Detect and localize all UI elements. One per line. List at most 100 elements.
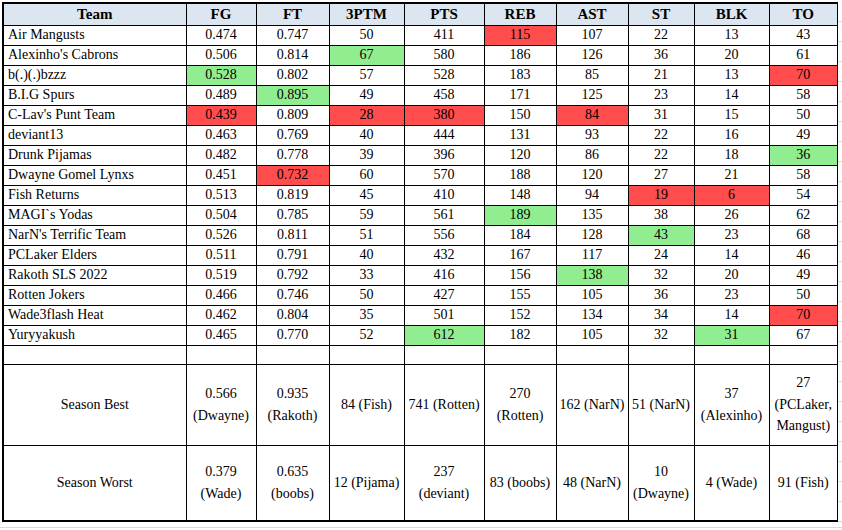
stat-cell[interactable]: 62 (769, 205, 838, 225)
stat-cell[interactable]: 134 (556, 305, 628, 325)
stat-cell[interactable]: 0.462 (186, 305, 256, 325)
team-name-cell[interactable]: Air Mangusts (3, 25, 186, 45)
stat-cell[interactable]: 570 (404, 165, 484, 185)
stat-cell[interactable]: 38 (628, 205, 694, 225)
empty-cell[interactable] (694, 345, 769, 364)
stat-cell[interactable]: 13 (694, 65, 769, 85)
stat-cell[interactable]: 50 (329, 285, 404, 305)
stat-cell[interactable]: 150 (484, 105, 556, 125)
stat-cell[interactable]: 58 (769, 165, 838, 185)
stat-cell[interactable]: 22 (628, 145, 694, 165)
summary-stat-cell[interactable]: 37 (Alexinho) (694, 364, 769, 445)
stat-cell[interactable]: 0.513 (186, 185, 256, 205)
stat-cell[interactable]: 46 (769, 245, 838, 265)
stat-cell[interactable]: 186 (484, 45, 556, 65)
stat-cell[interactable]: 135 (556, 205, 628, 225)
stat-cell-highlight-red[interactable]: 0.732 (256, 165, 329, 185)
stat-cell[interactable]: 0.770 (256, 325, 329, 345)
stat-cell[interactable]: 501 (404, 305, 484, 325)
stat-cell[interactable]: 117 (556, 245, 628, 265)
empty-cell[interactable] (404, 345, 484, 364)
stat-cell[interactable]: 458 (404, 85, 484, 105)
stat-cell[interactable]: 35 (329, 305, 404, 325)
stat-cell[interactable]: 23 (694, 225, 769, 245)
stat-cell[interactable]: 171 (484, 85, 556, 105)
summary-stat-cell[interactable]: 0.935 (Rakoth) (256, 364, 329, 445)
team-name-cell[interactable]: Drunk Pijamas (3, 145, 186, 165)
summary-stat-cell[interactable]: 84 (Fish) (329, 364, 404, 445)
stat-cell[interactable]: 61 (769, 45, 838, 65)
stat-cell[interactable]: 50 (769, 105, 838, 125)
stat-cell[interactable]: 50 (329, 25, 404, 45)
stat-cell[interactable]: 155 (484, 285, 556, 305)
column-header-to[interactable]: TO (769, 3, 838, 25)
stat-cell-highlight-red[interactable]: 380 (404, 105, 484, 125)
summary-label-cell[interactable]: Season Best (3, 364, 186, 445)
stat-cell[interactable]: 54 (769, 185, 838, 205)
column-header-pts[interactable]: PTS (404, 3, 484, 25)
summary-stat-cell[interactable]: 270 (Rotten) (484, 364, 556, 445)
stat-cell[interactable]: 528 (404, 65, 484, 85)
stat-cell[interactable]: 93 (556, 125, 628, 145)
stat-cell[interactable]: 410 (404, 185, 484, 205)
stat-cell-highlight-green[interactable]: 0.528 (186, 65, 256, 85)
stat-cell[interactable]: 40 (329, 245, 404, 265)
stat-cell[interactable]: 125 (556, 85, 628, 105)
stat-cell[interactable]: 36 (628, 45, 694, 65)
stat-cell-highlight-green[interactable]: 31 (694, 325, 769, 345)
stat-cell[interactable]: 0.792 (256, 265, 329, 285)
stat-cell-highlight-red[interactable]: 70 (769, 65, 838, 85)
empty-cell[interactable] (484, 345, 556, 364)
stat-cell[interactable]: 128 (556, 225, 628, 245)
team-name-cell[interactable]: Alexinho's Cabrons (3, 45, 186, 65)
summary-stat-cell[interactable]: 162 (NarN) (556, 364, 628, 445)
stat-cell[interactable]: 57 (329, 65, 404, 85)
stat-cell[interactable]: 49 (769, 125, 838, 145)
summary-label-cell[interactable]: Season Worst (3, 445, 186, 521)
stat-cell[interactable]: 0.519 (186, 265, 256, 285)
stat-cell[interactable]: 31 (628, 105, 694, 125)
team-name-cell[interactable]: C-Lav's Punt Team (3, 105, 186, 125)
stat-cell[interactable]: 33 (329, 265, 404, 285)
stat-cell[interactable]: 427 (404, 285, 484, 305)
stat-cell[interactable]: 22 (628, 25, 694, 45)
stat-cell[interactable]: 14 (694, 245, 769, 265)
stat-cell[interactable]: 0.511 (186, 245, 256, 265)
stat-cell[interactable]: 20 (694, 265, 769, 285)
stat-cell[interactable]: 18 (694, 145, 769, 165)
stat-cell[interactable]: 152 (484, 305, 556, 325)
stat-cell[interactable]: 0.526 (186, 225, 256, 245)
stat-cell[interactable]: 182 (484, 325, 556, 345)
summary-stat-cell[interactable]: 51 (NarN) (628, 364, 694, 445)
stat-cell[interactable]: 58 (769, 85, 838, 105)
stat-cell-highlight-green[interactable]: 612 (404, 325, 484, 345)
stat-cell[interactable]: 0.465 (186, 325, 256, 345)
stat-cell[interactable]: 13 (694, 25, 769, 45)
stat-cell[interactable]: 105 (556, 325, 628, 345)
column-header-ft[interactable]: FT (256, 3, 329, 25)
summary-stat-cell[interactable]: 83 (boobs) (484, 445, 556, 521)
stat-cell[interactable]: 20 (694, 45, 769, 65)
stat-cell-highlight-red[interactable]: 19 (628, 185, 694, 205)
stat-cell[interactable]: 126 (556, 45, 628, 65)
stat-cell[interactable]: 15 (694, 105, 769, 125)
stat-cell[interactable]: 52 (329, 325, 404, 345)
stat-cell[interactable]: 0.482 (186, 145, 256, 165)
stat-cell[interactable]: 556 (404, 225, 484, 245)
team-name-cell[interactable]: PCLaker Elders (3, 245, 186, 265)
stat-cell[interactable]: 59 (329, 205, 404, 225)
summary-stat-cell[interactable]: 0.379 (Wade) (186, 445, 256, 521)
stat-cell[interactable]: 0.819 (256, 185, 329, 205)
empty-cell[interactable] (256, 345, 329, 364)
summary-stat-cell[interactable]: 48 (NarN) (556, 445, 628, 521)
column-header-team[interactable]: Team (3, 3, 186, 25)
stat-cell[interactable]: 0.791 (256, 245, 329, 265)
stat-cell[interactable]: 45 (329, 185, 404, 205)
stat-cell[interactable]: 60 (329, 165, 404, 185)
stat-cell[interactable]: 0.489 (186, 85, 256, 105)
stat-cell-highlight-green[interactable]: 138 (556, 265, 628, 285)
column-header-reb[interactable]: REB (484, 3, 556, 25)
team-name-cell[interactable]: Yuryyakush (3, 325, 186, 345)
stat-cell[interactable]: 416 (404, 265, 484, 285)
stat-cell[interactable]: 0.785 (256, 205, 329, 225)
